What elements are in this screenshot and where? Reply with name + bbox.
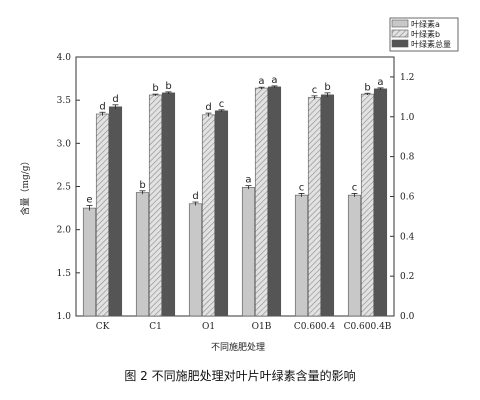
figure-caption: 图 2 不同施肥处理对叶片叶绿素含量的影响 (124, 369, 356, 383)
x-axis-label: 不同施肥处理 (211, 341, 265, 353)
significance-letter: e (86, 194, 92, 205)
y2-tick-label: 0.6 (400, 192, 415, 202)
bar (254, 87, 269, 317)
significance-letter: b (152, 83, 158, 94)
x-tick-label: C0.600.4B (344, 322, 392, 332)
significance-letter: c (312, 85, 318, 96)
y2-tick-label: 1.2 (400, 73, 414, 83)
x-tick-label: CK (96, 322, 110, 332)
bar (241, 187, 256, 317)
x-tick-label: O1 (202, 322, 215, 332)
significance-letter: d (99, 101, 105, 112)
bar (95, 113, 110, 317)
bar (320, 94, 335, 317)
bar (161, 92, 176, 317)
bar (82, 207, 97, 317)
bar (201, 114, 216, 317)
significance-letter: b (324, 82, 330, 93)
legend-swatch (391, 19, 409, 28)
significance-letter: c (219, 99, 225, 110)
y2-tick-label: 0.4 (400, 232, 415, 242)
bar (373, 88, 388, 317)
bar (294, 194, 309, 317)
y-tick-label: 3.5 (57, 96, 72, 106)
bar (347, 194, 362, 317)
y-tick-label: 1.5 (57, 269, 72, 279)
y-tick-label: 1.0 (57, 312, 72, 322)
bar (188, 203, 203, 317)
bar (267, 86, 282, 317)
significance-letter: a (245, 175, 251, 186)
x-tick-label: C1 (149, 322, 162, 332)
significance-letter: b (139, 180, 145, 191)
legend-label: 叶绿素a (411, 19, 440, 29)
y-tick-label: 3.0 (57, 139, 72, 149)
significance-letter: d (192, 191, 198, 202)
x-tick-label: C0.600.4 (294, 322, 336, 332)
bar (307, 97, 322, 317)
bar (135, 192, 150, 317)
y-tick-label: 2.0 (57, 226, 72, 236)
significance-letter: b (364, 82, 370, 93)
x-tick-label: O1B (252, 322, 272, 332)
legend-swatch (391, 39, 409, 48)
significance-letter: c (299, 182, 305, 193)
significance-letter: a (271, 75, 277, 86)
bar (360, 93, 375, 317)
bar (214, 110, 229, 317)
bar (148, 94, 163, 317)
significance-letter: b (165, 81, 171, 92)
significance-letter: d (205, 102, 211, 113)
legend-label: 叶绿素总量 (411, 39, 451, 49)
y-axis-label: 含量（mg/g） (19, 156, 31, 215)
plot-frame (75, 56, 395, 317)
y-tick-label: 4.0 (57, 53, 72, 63)
y-tick-label: 2.5 (57, 183, 72, 193)
bar (108, 106, 123, 317)
significance-letter: c (352, 182, 358, 193)
significance-letter: a (377, 77, 383, 88)
legend-label: 叶绿素b (411, 29, 440, 39)
legend-swatch (391, 29, 409, 38)
significance-letter: a (258, 76, 264, 87)
chart: 1.0 1.5 2.0 2.5 3.0 3.5 4.0 0.0 0.2 0.4 0.6 0.8 1.0 1… (19, 17, 459, 353)
significance-letter: d (112, 94, 118, 105)
y2-tick-label: 0.0 (400, 312, 415, 322)
y2-tick-label: 1.0 (400, 113, 415, 123)
y2-tick-label: 0.2 (400, 272, 414, 282)
plot-area: 1.0 1.5 2.0 2.5 3.0 3.5 4.0 0.0 0.2 0.4 0.6 0.8 1.0 1… (57, 53, 415, 332)
y2-tick-label: 0.8 (400, 153, 415, 163)
